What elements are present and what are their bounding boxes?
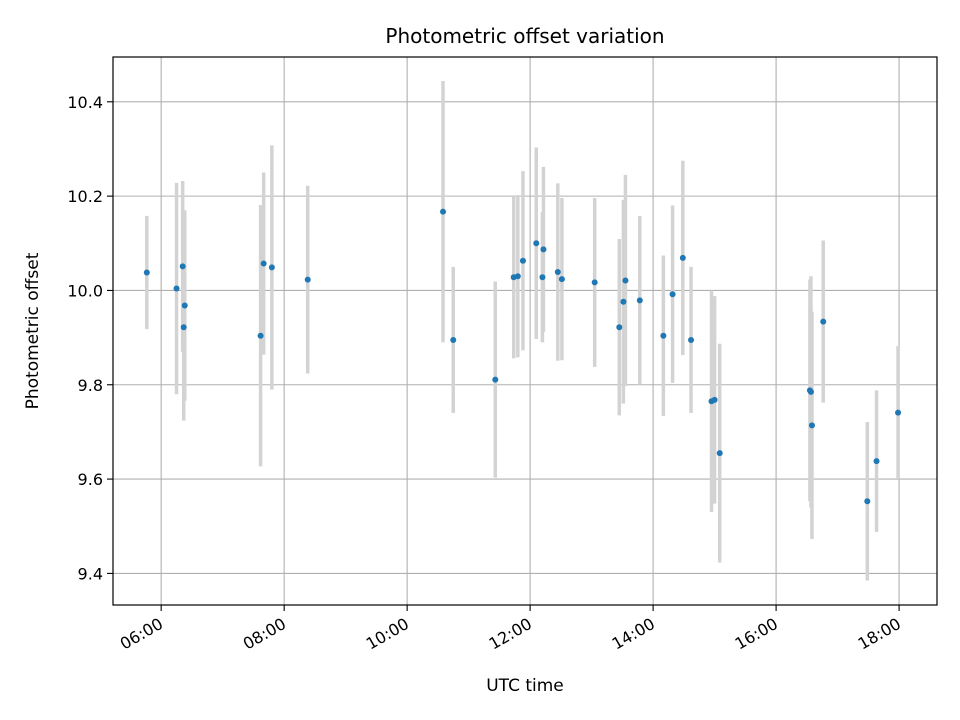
data-point <box>679 254 686 261</box>
data-point <box>807 388 814 395</box>
data-point <box>450 336 457 343</box>
data-point <box>616 324 623 331</box>
y-tick-label: 9.8 <box>78 376 103 395</box>
y-tick-label: 10.2 <box>67 187 103 206</box>
data-point <box>895 409 902 416</box>
data-point <box>711 396 718 403</box>
data-point <box>260 260 267 267</box>
data-point <box>864 498 871 505</box>
data-point <box>440 208 447 215</box>
data-point <box>173 285 180 292</box>
chart-title: Photometric offset variation <box>385 24 664 48</box>
data-point <box>688 336 695 343</box>
data-point <box>180 324 187 331</box>
data-point <box>492 376 499 383</box>
data-point <box>591 279 598 286</box>
data-point <box>873 458 880 465</box>
data-point <box>257 332 264 339</box>
data-point <box>540 246 547 253</box>
data-point <box>620 298 627 305</box>
data-point <box>268 264 275 271</box>
data-point <box>143 269 150 276</box>
grid-lines <box>113 57 937 605</box>
data-point <box>514 273 521 280</box>
data-point <box>539 274 546 281</box>
y-tick-label: 10.4 <box>67 93 103 112</box>
data-point <box>636 297 643 304</box>
data-point <box>304 276 311 283</box>
x-axis-label: UTC time <box>486 676 564 696</box>
data-point <box>716 450 723 457</box>
data-point <box>669 291 676 298</box>
y-tick-label: 9.6 <box>78 470 103 489</box>
data-point <box>181 302 188 309</box>
data-point <box>519 257 526 264</box>
data-point <box>622 277 629 284</box>
data-point <box>179 263 186 270</box>
data-point <box>820 318 827 325</box>
data-point <box>533 240 540 247</box>
y-axis-label: Photometric offset <box>23 252 43 409</box>
data-point <box>808 422 815 429</box>
data-point <box>660 332 667 339</box>
y-axis-ticks: 9.4 9.6 9.8 10.0 10.2 10.4 <box>67 93 113 583</box>
plot-frame <box>112 56 938 606</box>
data-points <box>143 208 902 505</box>
data-point <box>558 276 565 283</box>
y-tick-label: 10.0 <box>67 281 103 300</box>
data-point <box>554 269 561 276</box>
y-tick-label: 9.4 <box>78 564 103 583</box>
